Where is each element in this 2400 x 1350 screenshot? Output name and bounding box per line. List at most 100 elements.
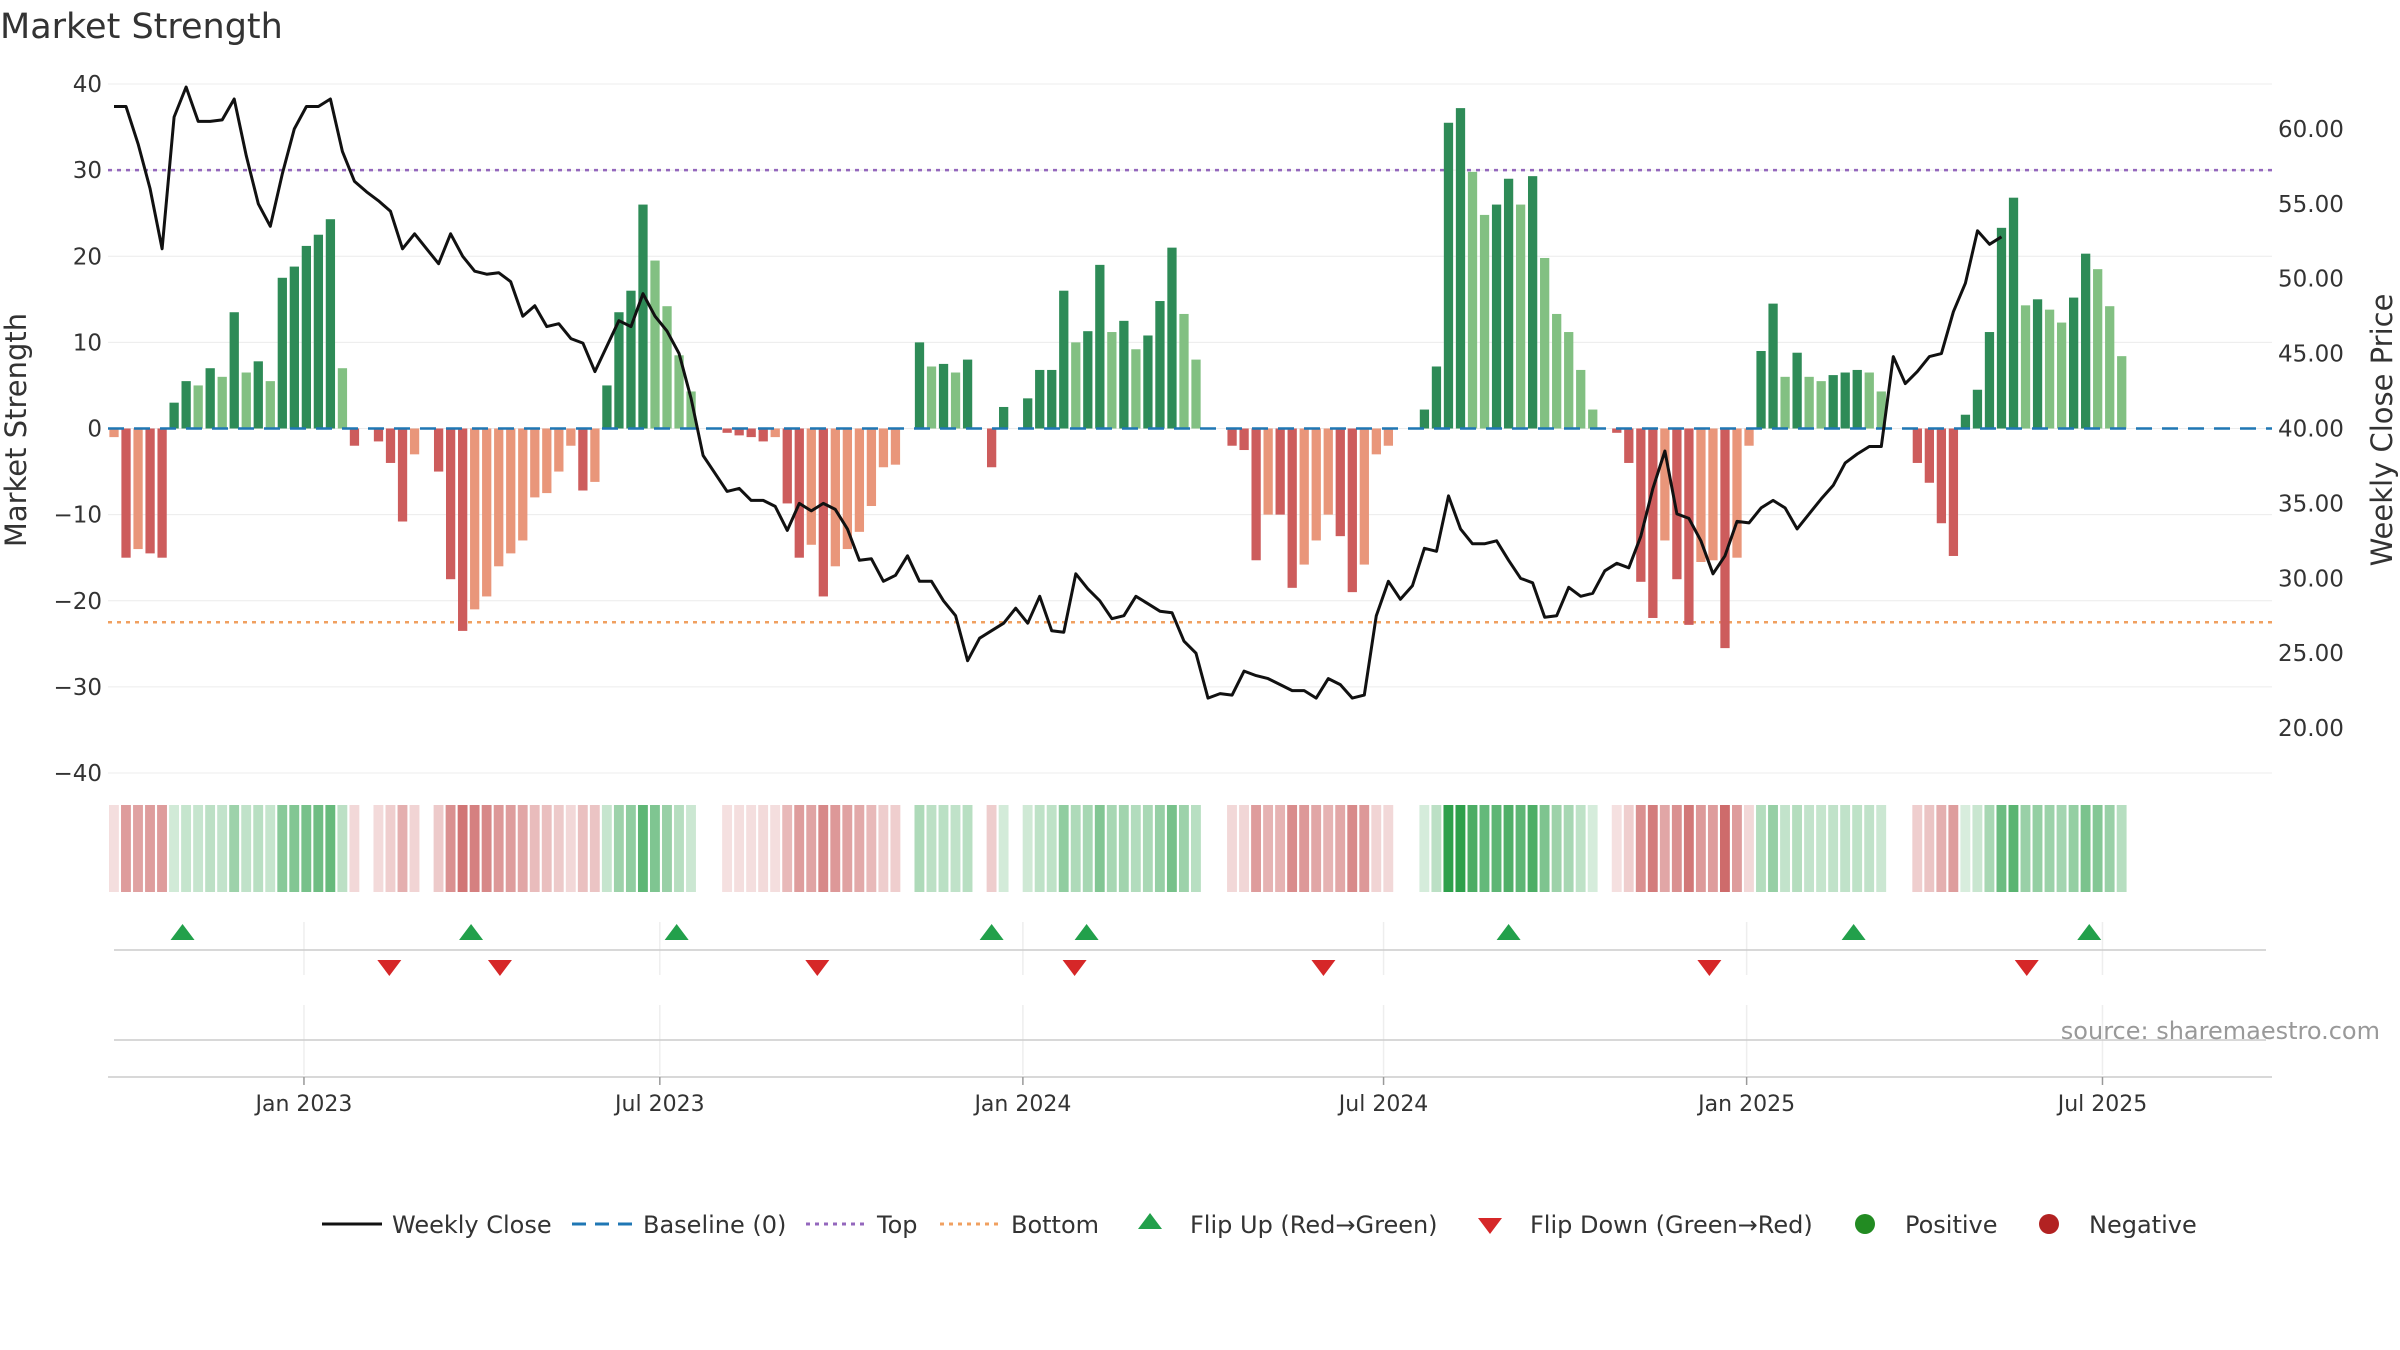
strip-cell [1082,805,1093,892]
strength-bar [1383,428,1394,446]
strip-cell [722,805,733,892]
strength-bar [830,428,840,567]
strength-bar [325,219,336,429]
strip-cell [1118,805,1129,892]
strip-cell [505,805,516,892]
strip-cell [2068,805,2079,892]
strip-cell [1359,805,1370,892]
strength-bar [1167,247,1177,429]
strength-bar [458,428,468,631]
strength-bar [1191,359,1201,429]
strength-bar [1684,428,1694,625]
flip-up-marker [1074,924,1099,940]
strength-bar [1491,204,1502,429]
strength-bar [1804,376,1814,429]
legend-bottom: Bottom [1011,1211,1099,1239]
strength-bar [1792,352,1802,429]
strength-bar [566,428,576,446]
strip-cell [1912,805,1923,892]
strength-bar [1335,428,1345,537]
strip-cell [529,805,540,892]
left-tick-label: −40 [53,761,102,787]
strip-cell [481,805,492,892]
strength-bar [866,428,877,507]
strength-bar [181,381,191,429]
strength-bar [313,234,324,429]
strip-cell [565,805,576,892]
strength-bar [794,428,804,558]
strip-cell [1191,805,1201,892]
strength-bars [109,108,2127,649]
strength-bar [542,428,552,494]
strength-bar [2081,253,2091,429]
strength-bar [926,366,937,429]
date-tick-label: Jan 2023 [254,1092,353,1117]
strip-cell [1203,805,1213,892]
left-tick-label: −10 [53,503,102,529]
strip-cell [637,805,648,892]
strip-cell [1058,805,1069,892]
strength-bar [938,363,949,429]
strength-bar [530,428,540,498]
strength-bar [1696,428,1706,562]
strip-cell [493,805,504,892]
legend-positive: Positive [1905,1211,1998,1239]
strength-bar [1527,176,1538,429]
strength-bar [1612,428,1622,433]
strip-cell [974,805,985,892]
strip-cell [1383,805,1394,892]
legend-flip-up: Flip Up (Red→Green) [1190,1211,1438,1239]
strip-cell [2020,805,2031,892]
flip-down-marker [805,960,830,976]
strip-cell [1227,805,1237,892]
strip-cell [2056,805,2067,892]
strength-bar [554,428,564,472]
strip-cell [205,805,216,892]
strip-cell [1599,805,1610,892]
strip-cell [962,805,973,892]
strength-bar [1479,214,1490,429]
strip-cell [1166,805,1177,892]
strength-bar [289,266,299,429]
strip-cell [169,805,179,892]
strip-cell [1178,805,1189,892]
strength-bar [1996,227,2007,429]
strip-cell [109,805,119,892]
strength-bar [253,361,263,429]
strip-cell [349,805,360,892]
strength-bar [1323,428,1333,515]
strip-cell [758,805,769,892]
strength-bar [578,428,588,491]
strip-cell [2044,805,2055,892]
strength-bar [734,428,744,436]
strip-cell [1756,805,1766,892]
flip-up-marker [2077,924,2102,940]
strength-bar [746,428,756,438]
strip-cell [1948,805,1959,892]
strip-cell [2032,805,2043,892]
strength-bar [1263,428,1273,515]
strength-bar [986,428,997,468]
strength-bar [1672,428,1682,580]
strength-bar [2032,299,2043,429]
flip-down-marker [1311,960,1336,976]
strip-cell [229,805,240,892]
strip-cell [1251,805,1261,892]
left-tick-label: −30 [53,675,102,701]
date-tick-label: Jan 2024 [972,1092,1071,1117]
strength-bar [2008,197,2019,429]
strength-bar [229,312,239,429]
strength-bar [2044,309,2055,429]
strength-bar [878,428,889,468]
flip-down-marker [487,960,512,976]
strength-bar [1864,372,1874,429]
strength-bar [2068,297,2079,429]
strip-cell [890,805,901,892]
strength-bar [121,428,131,558]
strip-cell [1852,805,1863,892]
strip-cell [145,805,155,892]
strip-cell [1732,805,1742,892]
strength-bar [782,428,792,504]
strip-cell [433,805,444,892]
strip-cell [589,805,600,892]
